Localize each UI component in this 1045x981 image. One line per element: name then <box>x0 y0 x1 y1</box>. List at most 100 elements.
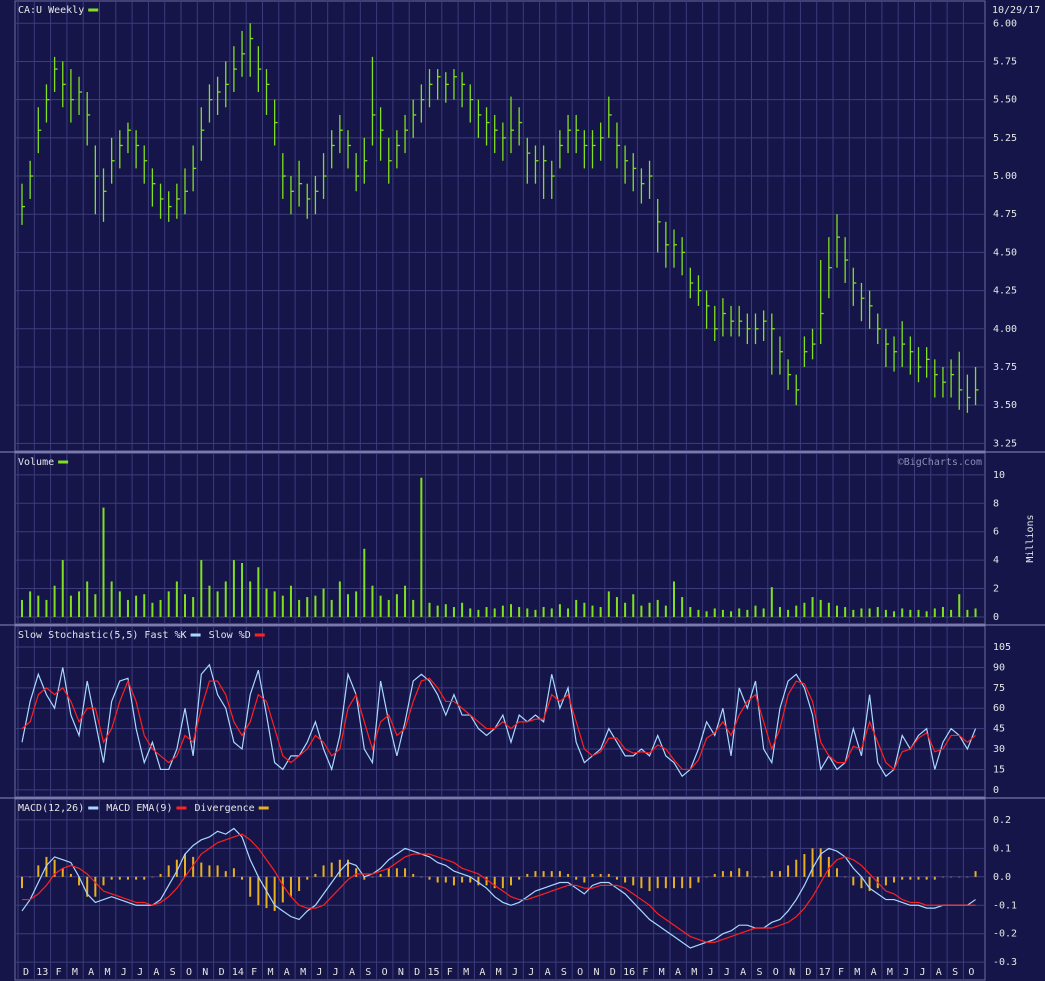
y-tick-label: 6.00 <box>993 18 1017 29</box>
bar <box>640 876 643 889</box>
x-tick-label: 17 <box>819 967 831 978</box>
bar <box>778 607 781 617</box>
bar <box>159 873 162 877</box>
bar <box>69 873 72 877</box>
bar <box>118 591 121 617</box>
x-tick-label: M <box>104 967 110 978</box>
x-tick-label: O <box>968 967 974 978</box>
bar <box>713 608 716 617</box>
bar <box>200 560 203 617</box>
bar <box>428 876 431 880</box>
bar <box>469 608 472 617</box>
bar <box>754 876 757 878</box>
x-tick-label: A <box>284 967 290 978</box>
y-tick-label: 105 <box>993 642 1011 653</box>
panel-frame <box>14 0 986 452</box>
bar <box>110 581 113 617</box>
bar <box>232 868 235 877</box>
bar <box>518 876 521 880</box>
bar <box>485 607 488 617</box>
series-line <box>22 833 976 943</box>
bar <box>355 591 358 617</box>
bar <box>86 876 89 897</box>
bar <box>705 876 708 878</box>
legend-swatch <box>190 633 201 637</box>
bar <box>762 608 765 617</box>
y-tick-label: 4.25 <box>993 286 1017 297</box>
legend-label: MACD(12,26) <box>18 803 84 814</box>
bar <box>241 562 244 617</box>
bar <box>787 609 790 617</box>
bar <box>444 604 447 617</box>
bar <box>281 595 284 617</box>
bar <box>966 609 969 617</box>
bar <box>558 871 561 877</box>
bar <box>281 876 284 903</box>
y-tick-label: 45 <box>993 724 1005 735</box>
bar <box>216 591 219 617</box>
x-tick-label: A <box>740 967 746 978</box>
legend-label: Slow Stochastic(5,5) Fast %K <box>18 630 187 641</box>
bar <box>249 581 252 617</box>
bar <box>102 507 105 617</box>
bar <box>591 605 594 617</box>
bar <box>836 605 838 617</box>
x-tick-label: J <box>903 967 909 978</box>
bar <box>917 609 920 617</box>
panel-frame <box>14 625 986 798</box>
bar <box>950 609 953 617</box>
bar <box>135 595 138 617</box>
text-layer: 6.00 5.75 5.50 5.25 5.00 4.75 4.50 4.25 4.00 3.75… <box>18 5 1040 978</box>
y-tick-label: 90 <box>993 662 1005 673</box>
bar <box>69 595 72 617</box>
legend-swatch <box>254 633 265 637</box>
bar <box>827 856 830 877</box>
x-tick-label: 13 <box>36 967 48 978</box>
bar <box>29 876 32 878</box>
bar <box>901 608 904 617</box>
bar <box>518 607 521 617</box>
bar <box>836 868 838 877</box>
bar <box>550 608 553 617</box>
bar <box>412 599 415 617</box>
bar <box>404 868 407 877</box>
series-line <box>21 677 976 771</box>
x-tick-label: J <box>708 967 714 978</box>
bar <box>371 585 374 617</box>
x-tick-label: O <box>382 967 388 978</box>
panel-frame <box>14 452 986 625</box>
bar <box>143 594 146 617</box>
bar <box>232 560 235 617</box>
bar <box>314 595 317 617</box>
bar <box>224 581 227 617</box>
bar <box>607 591 610 617</box>
bar <box>322 588 325 617</box>
bar <box>510 876 512 886</box>
bar <box>925 876 928 880</box>
bar <box>45 856 48 877</box>
bar <box>379 595 382 617</box>
bar <box>681 876 684 889</box>
bar <box>819 848 822 877</box>
bar <box>265 588 268 617</box>
x-tick-label: O <box>577 967 583 978</box>
bar <box>330 599 333 617</box>
x-tick-label: M <box>300 967 306 978</box>
y-tick-label: 10 <box>993 470 1005 481</box>
x-tick-label: M <box>72 967 78 978</box>
bar <box>974 871 977 877</box>
bar <box>599 873 602 877</box>
x-tick-label: O <box>773 967 779 978</box>
legend-label: Volume <box>18 457 54 468</box>
bar <box>330 862 333 877</box>
bar <box>860 608 863 617</box>
bar <box>534 871 537 877</box>
y-tick-label: 2 <box>993 584 999 595</box>
bar <box>567 608 570 617</box>
x-tick-label: A <box>675 967 681 978</box>
x-tick-label: J <box>528 967 534 978</box>
bar <box>184 594 186 617</box>
bar <box>632 876 635 886</box>
